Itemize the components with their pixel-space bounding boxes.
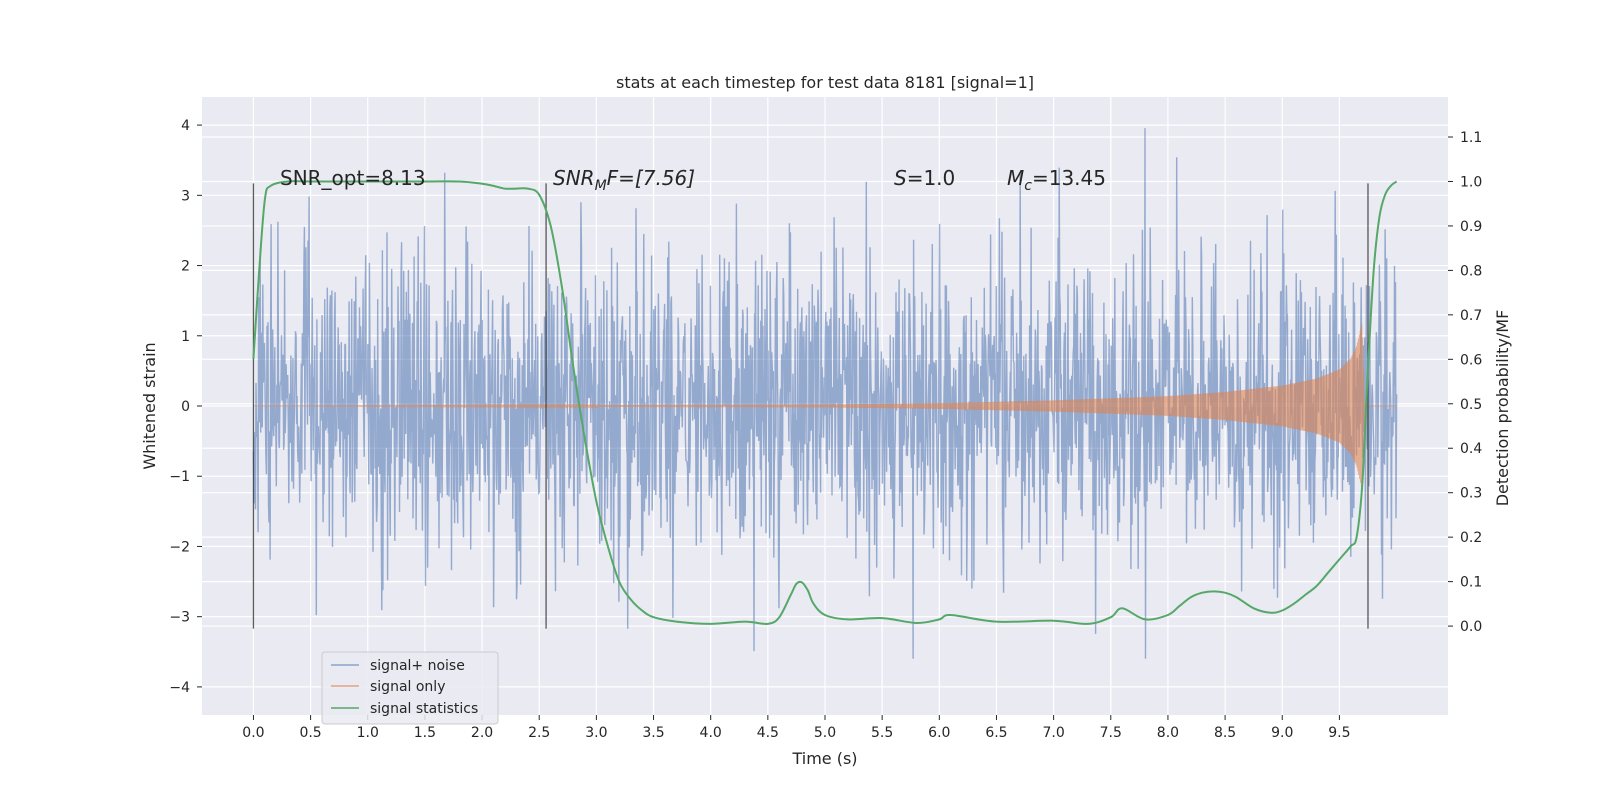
x-tick-label: 4.0 [700, 725, 722, 741]
y-left-tick-label: −1 [169, 469, 190, 485]
x-tick-label: 6.0 [928, 725, 950, 741]
x-tick-label: 6.5 [985, 725, 1007, 741]
legend-label-signal-noise: signal+ noise [370, 658, 465, 674]
y-right-tick-label: 0.1 [1460, 575, 1482, 591]
y-right-tick-label: 0.7 [1460, 308, 1482, 324]
y-left-tick-label: 0 [181, 399, 190, 415]
annotation-s-symbol: S [894, 166, 907, 190]
annotation-snr-mf-value: F=[7.56] [607, 166, 695, 190]
annotation-s-value: =1.0 [907, 166, 956, 190]
y-right-tick-label: 0.6 [1460, 352, 1482, 368]
y-left-tick-label: 1 [181, 329, 190, 345]
x-tick-label: 8.5 [1214, 725, 1236, 741]
y-right-tick-label: 1.0 [1460, 174, 1482, 190]
x-tick-label: 1.5 [414, 725, 436, 741]
y-right-tick-label: 1.1 [1460, 130, 1482, 146]
y-axis-label-left: Whitened strain [140, 342, 159, 469]
annotation-mc-subscript: c [1024, 178, 1032, 194]
x-tick-label: 4.5 [757, 725, 779, 741]
x-tick-label: 3.0 [585, 725, 607, 741]
annotation-mc: Mc=13.45 [1007, 166, 1106, 194]
y-right-tick-label: 0.2 [1460, 530, 1482, 546]
x-tick-label: 2.0 [471, 725, 493, 741]
x-tick-label: 5.5 [871, 725, 893, 741]
y-left-tick-label: 4 [181, 118, 190, 134]
x-tick-label: 5.0 [814, 725, 836, 741]
x-axis-label: Time (s) [791, 749, 857, 768]
x-tick-label: 8.0 [1157, 725, 1179, 741]
x-tick-label: 0.5 [299, 725, 321, 741]
series-signal-noise [252, 128, 1398, 659]
y-left-tick-label: −2 [169, 539, 190, 555]
x-tick-label: 7.5 [1100, 725, 1122, 741]
series-signal-only [253, 323, 1397, 491]
x-tick-label: 9.5 [1328, 725, 1350, 741]
x-tick-label: 9.0 [1271, 725, 1293, 741]
legend-label-signal-statistics: signal statistics [370, 701, 478, 717]
annotation-mc-value: =13.45 [1032, 166, 1106, 190]
y-left-tick-label: 3 [181, 188, 190, 204]
annotation-snr-mf-symbol: SNR [553, 166, 595, 190]
x-tick-label: 3.5 [642, 725, 664, 741]
y-right-tick-label: 0.4 [1460, 441, 1482, 457]
legend-box [321, 651, 499, 725]
annotation-mc-symbol: M [1007, 166, 1024, 190]
y-right-tick-label: 0.0 [1460, 619, 1482, 635]
y-left-tick-label: 2 [181, 259, 190, 275]
y-axis-label-right: Detection probability/MF [1493, 310, 1512, 507]
y-right-tick-label: 0.5 [1460, 397, 1482, 413]
annotation-snr-mf-subscript: M [595, 178, 607, 194]
annotation-s: S=1.0 [894, 166, 955, 190]
annotation-snr-mf: SNRMF=[7.56] [553, 166, 695, 194]
x-tick-label: 0.0 [242, 725, 264, 741]
ticks: 0.0 0.5 1.0 1.5 2.0 2.5 3.0 3.5 4.0 4.5 5.0 5.5 6.0 6… [169, 118, 1482, 741]
x-tick-label: 7.0 [1042, 725, 1064, 741]
y-left-tick-label: −3 [169, 610, 190, 626]
series-signal-statistics [252, 180, 1398, 626]
x-tick-label: 1.0 [357, 725, 379, 741]
legend: signal+ noise signal only signal statist… [321, 651, 499, 725]
series-layer [252, 128, 1398, 659]
chart-title: stats at each timestep for test data 818… [616, 73, 1034, 92]
x-tick-label: 2.5 [528, 725, 550, 741]
y-right-tick-label: 0.8 [1460, 263, 1482, 279]
annotation-snr-opt: SNR_opt=8.13 [280, 166, 426, 190]
y-left-tick-label: −4 [169, 680, 190, 696]
y-right-tick-label: 0.9 [1460, 219, 1482, 235]
legend-label-signal-only: signal only [370, 679, 445, 695]
y-right-tick-label: 0.3 [1460, 486, 1482, 502]
